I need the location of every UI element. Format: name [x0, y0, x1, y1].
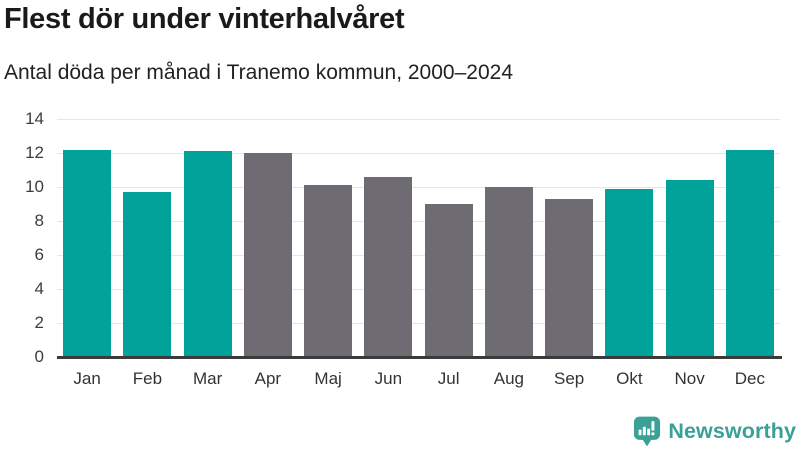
y-tick-label: 14 — [25, 109, 44, 128]
gridline — [57, 118, 780, 120]
gridline — [57, 254, 780, 256]
x-tick-label: Mar — [192, 369, 223, 388]
bar-nov — [665, 180, 714, 357]
bar-apr — [243, 153, 292, 357]
y-tick-label: 6 — [34, 245, 44, 264]
bar-jan — [63, 149, 112, 357]
x-tick-label: Jul — [437, 369, 460, 388]
bar-jul — [424, 204, 473, 357]
y-tick-label: 10 — [25, 177, 44, 196]
x-tick-label: Feb — [132, 369, 163, 388]
plot-area — [57, 118, 780, 357]
bar-jun — [364, 176, 413, 357]
x-tick-label: Apr — [254, 369, 282, 388]
y-axis: 0 2 4 6 8 10 12 14 — [0, 110, 44, 366]
y-tick-label: 8 — [34, 211, 44, 230]
newsworthy-bar-chart-bubble-icon — [634, 416, 661, 446]
x-tick-label: Okt — [616, 369, 643, 388]
gridline — [57, 220, 780, 222]
chart-title: Flest dör under vinterhalvåret — [4, 3, 405, 35]
bar-aug — [484, 187, 533, 357]
x-axis: Jan Feb Mar Apr Maj Jun Jul Aug Sep Okt Nov Dec — [57, 369, 780, 393]
gridline — [57, 288, 780, 290]
gridline — [57, 322, 780, 324]
x-tick-label: Maj — [314, 369, 342, 388]
gridline — [57, 186, 780, 188]
gridline — [57, 152, 780, 154]
bar-feb — [123, 192, 172, 357]
x-axis-line — [57, 356, 782, 359]
bar-mar — [183, 151, 232, 357]
x-tick-label: Jan — [73, 369, 101, 388]
x-tick-label: Aug — [493, 369, 524, 388]
bar-okt — [605, 188, 654, 357]
y-tick-label: 4 — [34, 279, 44, 298]
newsworthy-logo[interactable]: Newsworthy — [633, 414, 796, 448]
y-tick-label: 12 — [25, 143, 44, 162]
y-tick-label: 2 — [34, 313, 44, 332]
y-tick-label: 0 — [34, 347, 44, 366]
x-tick-label: Jun — [374, 369, 403, 388]
x-tick-label: Nov — [674, 369, 705, 388]
bar-maj — [304, 185, 353, 357]
x-tick-label: Sep — [554, 369, 585, 388]
bar-sep — [545, 198, 594, 357]
x-tick-label: Dec — [734, 369, 765, 388]
newsworthy-wordmark: Newsworthy — [668, 418, 796, 443]
bar-dec — [725, 149, 774, 357]
chart-subtitle: Antal döda per månad i Tranemo kommun, 2… — [4, 61, 513, 84]
